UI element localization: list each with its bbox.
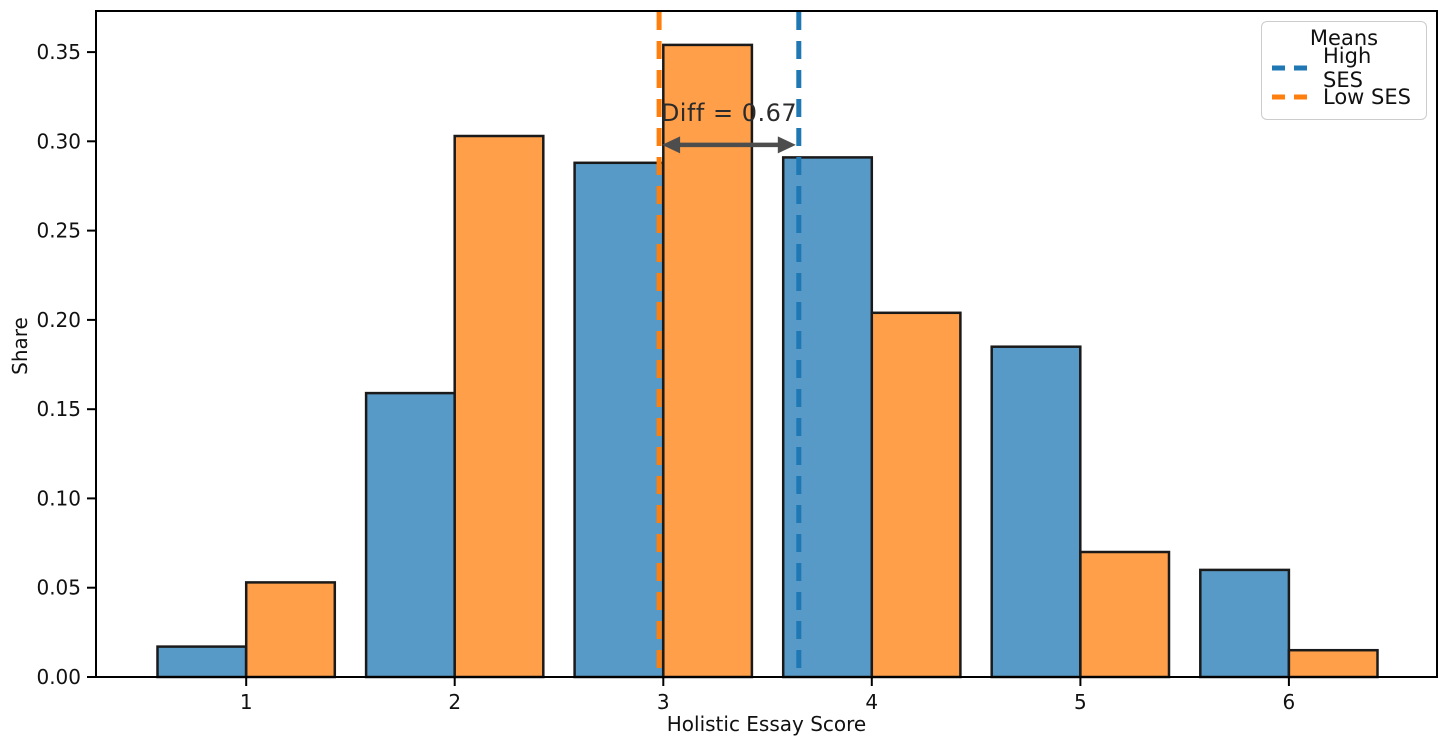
y-tick-label: 0.05 bbox=[36, 576, 81, 600]
x-tick-label: 4 bbox=[865, 690, 878, 714]
x-tick-label: 1 bbox=[240, 690, 253, 714]
bar-low-ses-score-5 bbox=[1079, 550, 1171, 679]
low-ses-dash-icon bbox=[1272, 94, 1310, 99]
y-tick-label: 0.10 bbox=[36, 486, 81, 510]
y-tick-label: 0.30 bbox=[36, 129, 81, 153]
legend-entry-label-high-ses: High SES bbox=[1323, 43, 1372, 92]
y-tick-label: 0.20 bbox=[36, 308, 81, 332]
y-tick-label: 0.15 bbox=[36, 397, 81, 421]
bar-high-ses-score-5 bbox=[990, 345, 1082, 679]
y-tick-label: 0.35 bbox=[36, 40, 81, 64]
bar-low-ses-score-1 bbox=[244, 581, 337, 679]
x-tick-label: 2 bbox=[448, 690, 461, 714]
x-tick-label: 5 bbox=[1074, 690, 1087, 714]
legend-title: Means bbox=[1309, 26, 1379, 50]
diff-arrow-head-right bbox=[777, 136, 796, 154]
bar-high-ses-score-1 bbox=[156, 645, 248, 679]
legend: Means High SES Low SES bbox=[1261, 21, 1427, 120]
x-tick-label: 3 bbox=[657, 690, 670, 714]
diff-arrow-head-left bbox=[662, 136, 681, 154]
y-tick-label: 0.00 bbox=[36, 665, 81, 689]
bar-high-ses-score-6 bbox=[1199, 568, 1291, 679]
plot-border bbox=[95, 10, 1438, 678]
bar-low-ses-score-6 bbox=[1287, 648, 1379, 679]
bar-low-ses-score-2 bbox=[453, 134, 545, 679]
y-tick-label: 0.25 bbox=[36, 219, 81, 243]
x-tick-label: 6 bbox=[1283, 690, 1296, 714]
bar-high-ses-score-3 bbox=[573, 161, 665, 679]
legend-entry-label-low-ses: Low SES bbox=[1323, 84, 1411, 109]
high-ses-dash-icon bbox=[1272, 65, 1310, 70]
legend-entry-high-ses: High SES bbox=[1272, 44, 1416, 92]
y-axis-label: Share bbox=[8, 317, 32, 375]
bar-low-ses-score-4 bbox=[870, 311, 962, 679]
bar-high-ses-score-2 bbox=[364, 391, 456, 679]
x-axis-label: Holistic Essay Score bbox=[666, 712, 867, 736]
diff-annotation: Diff = 0.67 bbox=[660, 98, 798, 127]
legend-entry-low-ses: Low SES bbox=[1272, 82, 1416, 111]
